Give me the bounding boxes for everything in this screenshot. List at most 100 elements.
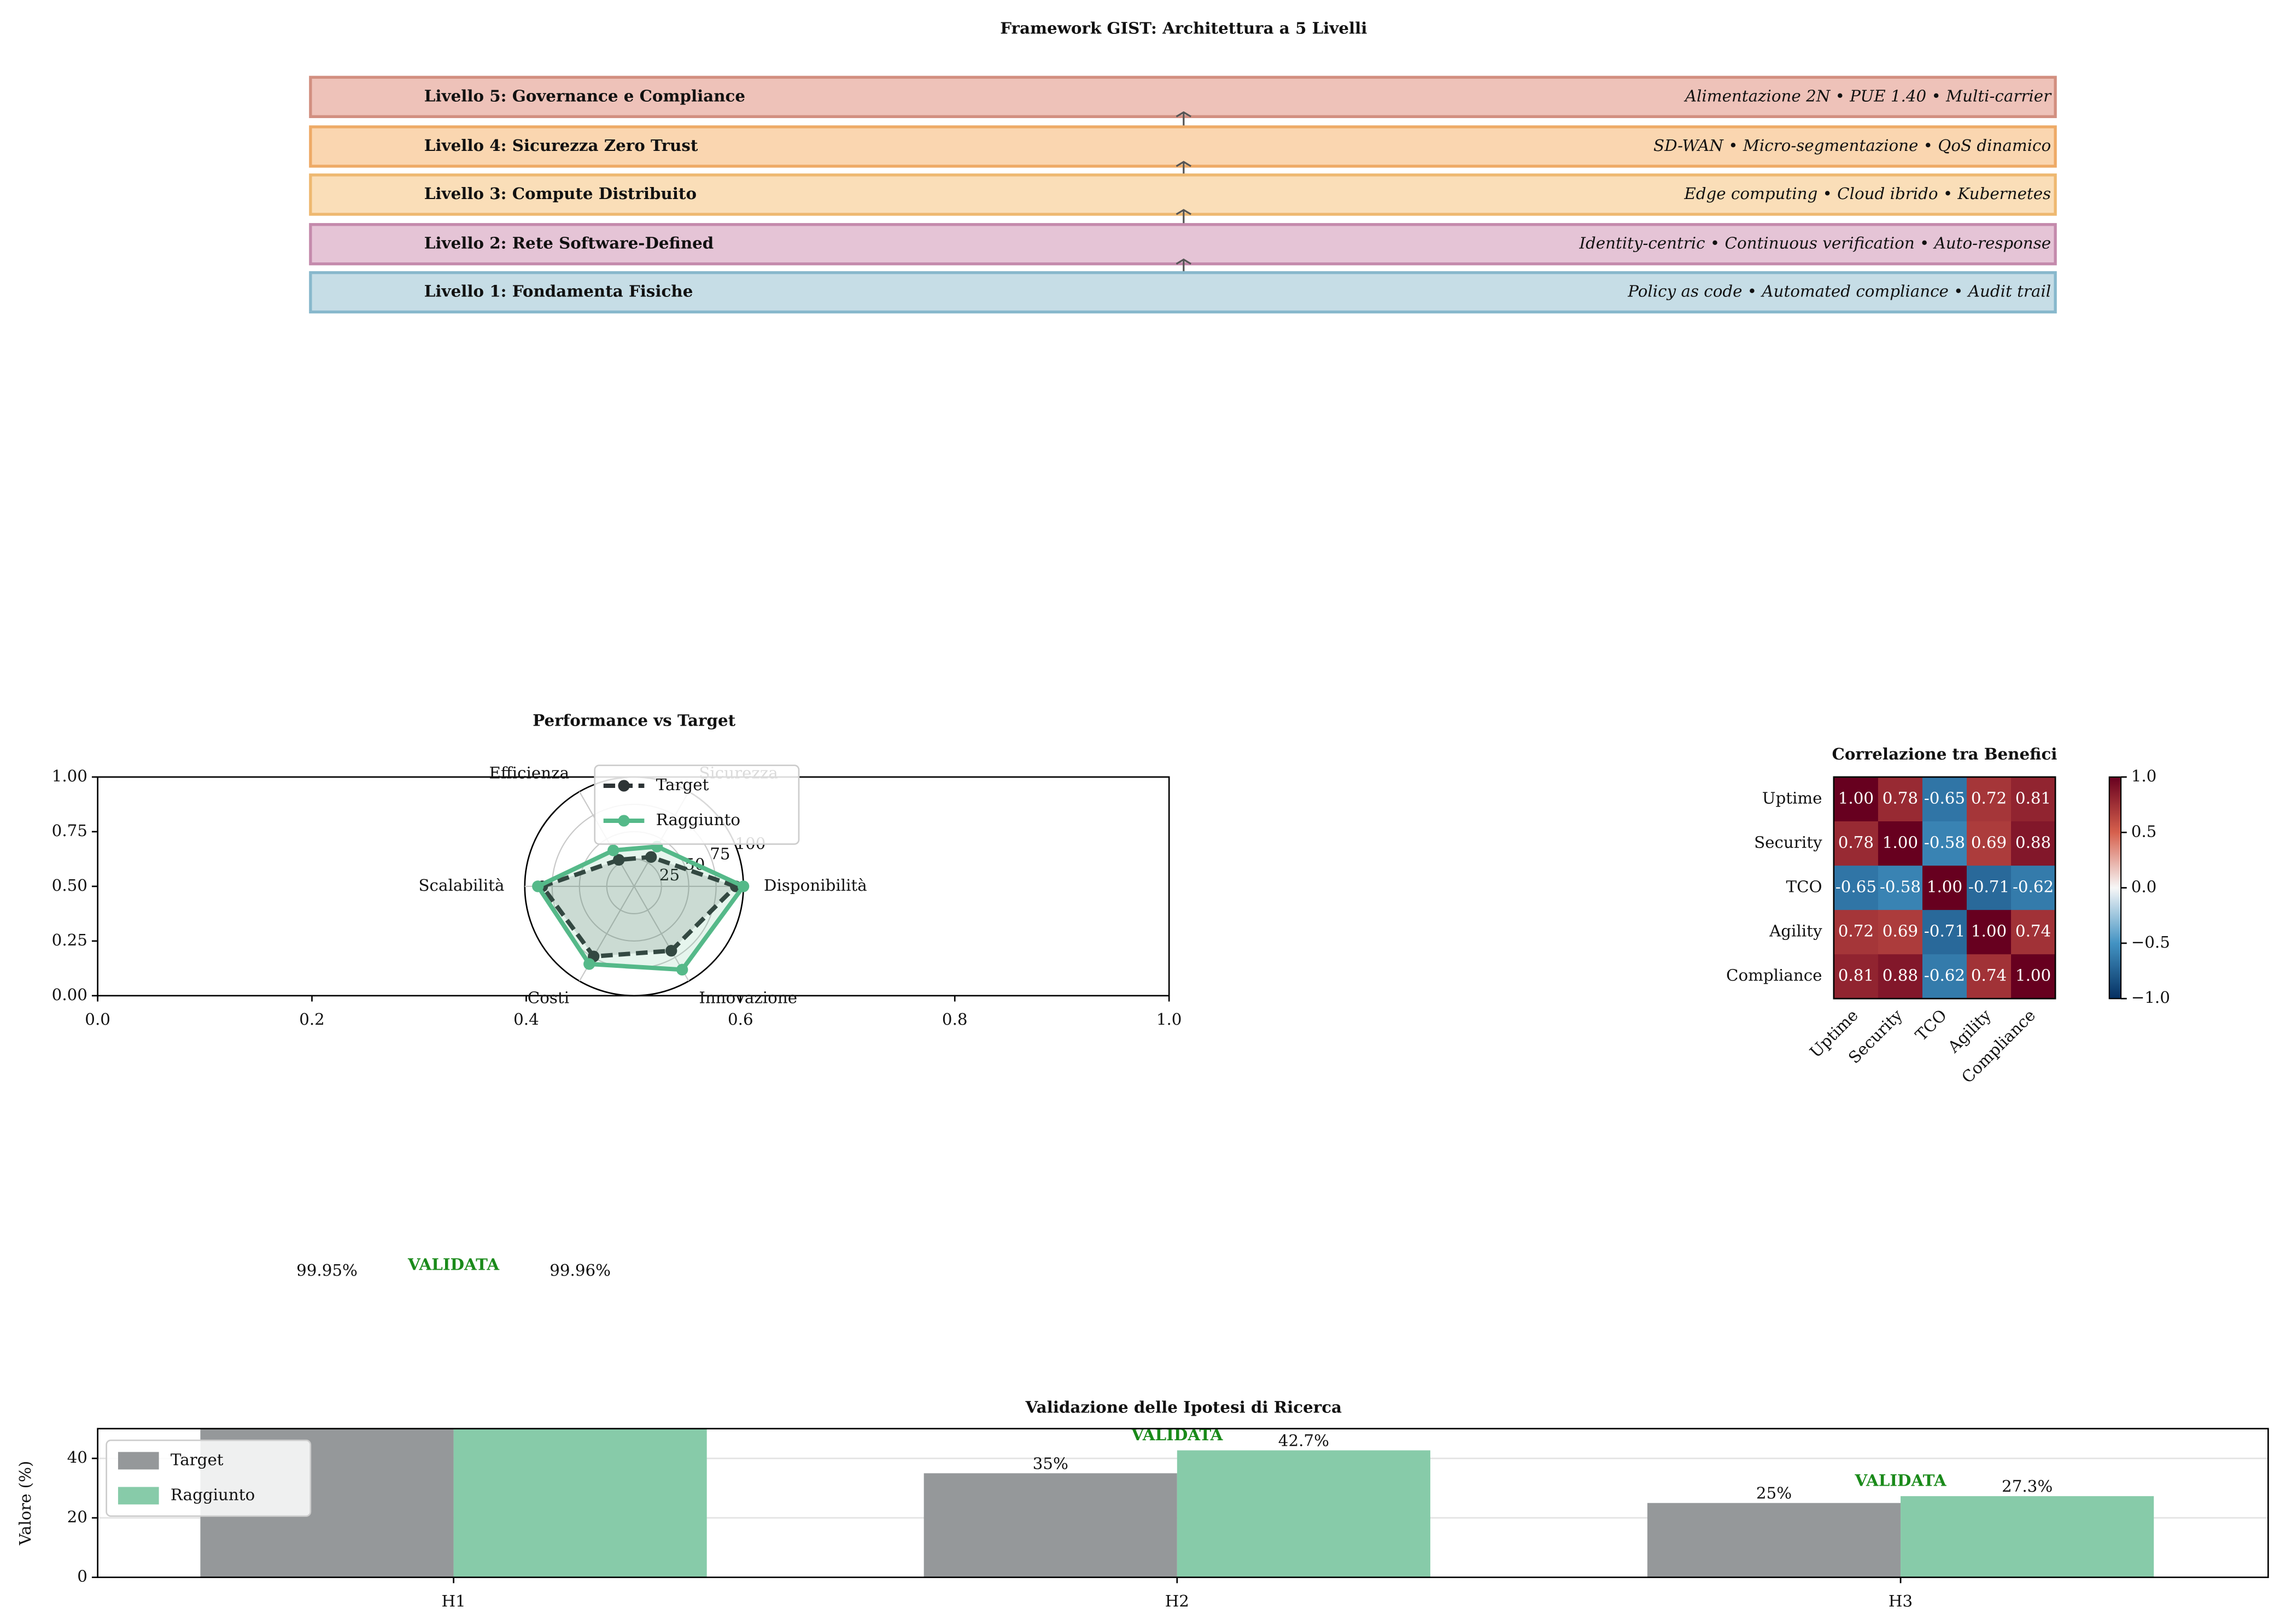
radar-point (613, 854, 625, 866)
layer-arrowhead (1176, 258, 1191, 265)
legend-marker (618, 815, 630, 827)
bar (923, 1473, 1177, 1578)
colorbar-tick-label: 1.0 (2131, 767, 2157, 785)
y-axis-label: Valore (%) (16, 1461, 34, 1546)
heatmap-cell (1878, 954, 1923, 1000)
radar-category-label: Costi (528, 988, 569, 1007)
bar (1177, 1450, 1430, 1578)
y-tick-label: Compliance (1726, 966, 1822, 985)
heatmap-value: 0.74 (2015, 922, 2051, 940)
legend-label: Raggiunto (171, 1485, 255, 1504)
heatmap-value: 0.81 (1838, 966, 1874, 985)
layer-box (309, 173, 2057, 216)
radar-category-label: Innovazione (699, 988, 797, 1007)
heatmap-cell (1967, 954, 2012, 1000)
y-tick-label: TCO (1786, 878, 1822, 896)
heatmap-cell (1922, 910, 1967, 955)
heatmap-value: 1.00 (1838, 789, 1874, 808)
annotation: VALIDATA (407, 1254, 500, 1274)
y-tick-label: Security (1754, 833, 1822, 852)
chart-title: Validazione delle Ipotesi di Ricerca (1025, 1397, 1342, 1416)
y-tick-label: 0.75 (52, 821, 87, 840)
heatmap-value: -0.58 (1924, 833, 1965, 852)
chart-title: Correlazione tra Benefici (1832, 744, 2057, 763)
heatmap-cell (1967, 866, 2012, 910)
legend-marker (618, 780, 630, 792)
y-tick-label: 20 (67, 1508, 87, 1526)
layer-detail: Policy as code • Automated compliance • … (1627, 282, 2051, 301)
radar-point (583, 958, 595, 970)
layer-box (309, 125, 2057, 168)
heatmap-value: -0.65 (1835, 878, 1877, 896)
radar-area (537, 846, 744, 970)
heatmap-cell (1878, 866, 1923, 910)
layer-box (309, 75, 2057, 118)
layer-detail: SD-WAN • Micro-segmentazione • QoS dinam… (1653, 136, 2051, 155)
x-tick-label: H1 (441, 1592, 465, 1610)
radar-category-label: Scalabilità (418, 876, 504, 895)
legend-label: Target (171, 1450, 224, 1469)
layer-box (309, 271, 2057, 314)
heatmap-cell (2011, 777, 2056, 822)
heatmap-value: 1.00 (1971, 922, 2007, 940)
chart-title: Performance vs Target (533, 711, 735, 730)
layer-label: Livello 3: Compute Distribuito (424, 184, 697, 203)
y-tick-label: 0.50 (52, 876, 87, 895)
layer-detail: Identity-centric • Continuous verificati… (1579, 234, 2051, 253)
heatmap-value: 0.69 (1883, 922, 1918, 940)
y-tick-label: Uptime (1762, 789, 1822, 808)
bar-value-label: 27.3% (2002, 1477, 2053, 1496)
colorbar-tick-label: 0.0 (2131, 878, 2157, 896)
layer-arrowhead (1176, 161, 1191, 167)
x-tick-label: 0.2 (299, 1010, 325, 1029)
heatmap-cell (1922, 866, 1967, 910)
layer-label: Livello 5: Governance e Compliance (424, 86, 745, 105)
x-tick-label: H3 (1889, 1592, 1913, 1610)
y-tick-label: 0 (77, 1567, 87, 1586)
x-tick-label: 0.0 (85, 1010, 110, 1029)
legend-label: Raggiunto (656, 810, 740, 829)
heatmap-value: 0.78 (1883, 789, 1918, 808)
legend-swatch (118, 1452, 159, 1470)
heatmap-value: -0.62 (1924, 966, 1965, 985)
colorbar-tick-label: 0.5 (2131, 822, 2157, 840)
heatmap-cell (1967, 821, 2012, 866)
legend-swatch (118, 1487, 159, 1505)
heatmap-value: 0.69 (1971, 833, 2007, 852)
layer-label: Livello 4: Sicurezza Zero Trust (424, 136, 698, 155)
heatmap-cell (1833, 777, 1879, 822)
heatmap-value: 1.00 (1883, 833, 1918, 852)
x-tick-label: 1.0 (1156, 1010, 1182, 1029)
heatmap-frame (1833, 776, 2056, 1000)
heatmap-value: -0.58 (1880, 878, 1921, 896)
colorbar (2108, 776, 2122, 1000)
heatmap-value: -0.65 (1924, 789, 1965, 808)
radar-point (532, 880, 544, 892)
radar-point (665, 945, 677, 957)
layer-label: Livello 2: Rete Software-Defined (424, 233, 714, 253)
heatmap-value: -0.71 (1968, 878, 2009, 896)
heatmap-value: 0.72 (1838, 922, 1874, 940)
heatmap-value: 1.00 (1927, 878, 1962, 896)
heatmap-cell (1833, 910, 1879, 955)
y-tick-label: 1.00 (52, 767, 87, 785)
radar-point (738, 880, 750, 892)
bar-value-label: 99.95% (296, 1261, 358, 1280)
heatmap-value: -0.62 (2013, 878, 2054, 896)
heatmap-cell (1878, 821, 1923, 866)
y-tick-label: 0.00 (52, 985, 87, 1004)
heatmap-cell (1922, 954, 1967, 1000)
legend-label: Target (656, 775, 709, 794)
radar-tick-label: 25 (659, 866, 680, 884)
heatmap-cell (1922, 821, 1967, 866)
layer-arrowhead (1176, 209, 1191, 215)
bar-value-label: 25% (1756, 1484, 1792, 1503)
bars (200, 1428, 2154, 1578)
annotation: VALIDATA (1855, 1471, 1947, 1490)
heatmap-value: 0.88 (2015, 833, 2051, 852)
heatmap-value: 0.72 (1971, 789, 2007, 808)
layer-arrowhead (1176, 111, 1191, 118)
heatmap-cell (1878, 777, 1923, 822)
y-tick-label: Agility (1769, 922, 1822, 940)
